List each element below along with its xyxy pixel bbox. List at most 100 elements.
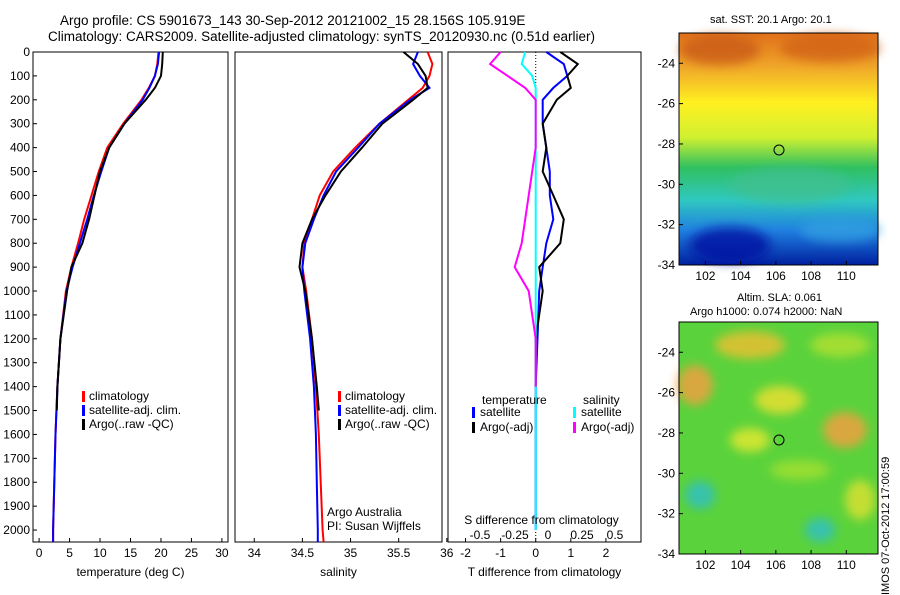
map-y-tick-label: -34 — [658, 547, 676, 561]
sst-map-title: sat. SST: 20.1 Argo: 20.1 — [710, 14, 832, 26]
map-y-tick-label: -34 — [658, 258, 676, 272]
legend-label: Argo(-adj) — [581, 420, 634, 434]
map-y-tick-label: -30 — [658, 177, 676, 191]
map-y-tick-label: -26 — [658, 386, 676, 400]
legend-title-salinity: salinity — [583, 393, 620, 407]
y-tick-label: 1900 — [3, 499, 30, 513]
y-tick-label: 400 — [10, 141, 30, 155]
y-tick-label: 800 — [10, 236, 30, 250]
map-x-tick-label: 106 — [766, 269, 786, 283]
top-tick-label: 0 — [545, 528, 552, 542]
y-tick-label: 1700 — [3, 451, 30, 465]
map-x-tick-label: 104 — [731, 558, 751, 572]
x-tick-label: 2 — [603, 546, 610, 560]
y-tick-label: 200 — [10, 93, 30, 107]
x-tick-label: -2 — [460, 546, 471, 560]
x-tick-label: 0 — [36, 546, 43, 560]
y-tick-label: 100 — [10, 69, 30, 83]
plot-frame — [447, 51, 642, 543]
map-y-tick-label: -28 — [658, 426, 676, 440]
argo-position-marker — [773, 144, 785, 156]
legend-swatch — [472, 407, 475, 418]
legend-label: climatology — [89, 389, 149, 403]
y-tick-label: 1800 — [3, 475, 30, 489]
legend-label: Argo(-adj) — [480, 420, 533, 434]
annotation-text: Argo Australia — [327, 505, 402, 519]
legend-swatch — [82, 419, 85, 430]
top-tick-label: -0.25 — [501, 528, 529, 542]
y-tick-label: 1600 — [3, 427, 30, 441]
legend-label: satellite — [480, 405, 521, 419]
series-line — [520, 51, 537, 530]
y-tick-label: 700 — [10, 212, 30, 226]
x-tick-label: -1 — [495, 546, 506, 560]
x-tick-label: 36 — [440, 546, 454, 560]
x-tick-label: 34 — [248, 546, 262, 560]
sla-map-title-1: Altim. SLA: 0.061 — [737, 292, 822, 304]
sla-map-title-2: Argo h1000: 0.074 h2000: NaN — [690, 306, 843, 318]
y-tick-label: 900 — [10, 260, 30, 274]
x-tick-label: 15 — [124, 546, 138, 560]
argo-position-marker-sla — [773, 434, 785, 446]
y-tick-label: 2000 — [3, 523, 30, 537]
x-tick-label: 35 — [344, 546, 358, 560]
x-tick-label: 1 — [567, 546, 574, 560]
legend-label: climatology — [345, 389, 405, 403]
series-line — [298, 51, 429, 411]
map-y-tick-label: -30 — [658, 466, 676, 480]
x-axis-label: temperature (deg C) — [76, 565, 184, 579]
x-tick-label: 20 — [154, 546, 168, 560]
y-tick-label: 1100 — [4, 308, 30, 322]
map-y-tick-label: -28 — [658, 137, 676, 151]
series-line — [534, 51, 580, 387]
legend-swatch — [573, 422, 576, 433]
top-axis-label: S difference from climatology — [464, 513, 619, 527]
x-tick-label: 0 — [532, 546, 539, 560]
y-tick-label: 1200 — [3, 332, 30, 346]
map-y-tick-label: -24 — [658, 56, 676, 70]
x-tick-label: 5 — [66, 546, 73, 560]
legend-swatch — [573, 407, 576, 418]
map-y-tick-label: -32 — [658, 218, 676, 232]
legend-label: satellite-adj. clim. — [89, 403, 181, 417]
annotation-text: PI: Susan Wijffels — [327, 519, 421, 533]
top-tick-label: 0.25 — [570, 528, 594, 542]
y-tick-label: 600 — [10, 188, 30, 202]
map-x-tick-label: 102 — [695, 558, 715, 572]
top-tick-label: 0.5 — [607, 528, 624, 542]
sst-map — [678, 32, 880, 266]
salinity-panel: 34 34.5 35 35.5 36 salinity climatologysatelli… — [234, 51, 454, 579]
x-tick-label: 34.5 — [291, 546, 315, 560]
legend-title-temperature: temperature — [482, 393, 547, 407]
map-y-tick-label: -24 — [658, 345, 676, 359]
legend-label: satellite — [581, 405, 622, 419]
plot-frame — [234, 51, 443, 543]
x-tick-label: 10 — [93, 546, 107, 560]
top-tick-label: -0.5 — [470, 528, 491, 542]
legend-swatch — [338, 419, 341, 430]
map-y-tick-label: -32 — [658, 507, 676, 521]
x-axis-label: T difference from climatology — [468, 565, 622, 579]
series-line — [488, 51, 537, 387]
y-tick-label: 1300 — [3, 356, 30, 370]
y-tick-label: 300 — [10, 117, 30, 131]
map-x-tick-label: 108 — [801, 269, 821, 283]
y-tick-label: 0 — [23, 45, 30, 59]
y-tick-label: 1000 — [3, 284, 30, 298]
map-x-tick-label: 110 — [837, 269, 856, 283]
y-tick-label: 500 — [10, 165, 30, 179]
map-y-tick-label: -26 — [658, 97, 676, 111]
x-tick-label: 25 — [185, 546, 199, 560]
series-line — [55, 51, 164, 411]
legend-label: Argo(..raw -QC) — [345, 417, 430, 431]
legend-label: satellite-adj. clim. — [345, 403, 437, 417]
map-x-tick-label: 108 — [801, 558, 821, 572]
x-tick-label: 35.5 — [387, 546, 411, 560]
legend-label: Argo(..raw -QC) — [89, 417, 174, 431]
y-tick-label: 1400 — [3, 380, 30, 394]
figure-canvas: 102 104 106 108 110-24-26-28-30-32-34 102 104… — [3, 32, 880, 579]
title-line-1: Argo profile: CS 5901673_143 30-Sep-2012… — [60, 13, 526, 28]
x-axis-label: salinity — [320, 565, 357, 579]
map-x-tick-label: 102 — [695, 269, 715, 283]
map-x-tick-label: 110 — [837, 558, 856, 572]
